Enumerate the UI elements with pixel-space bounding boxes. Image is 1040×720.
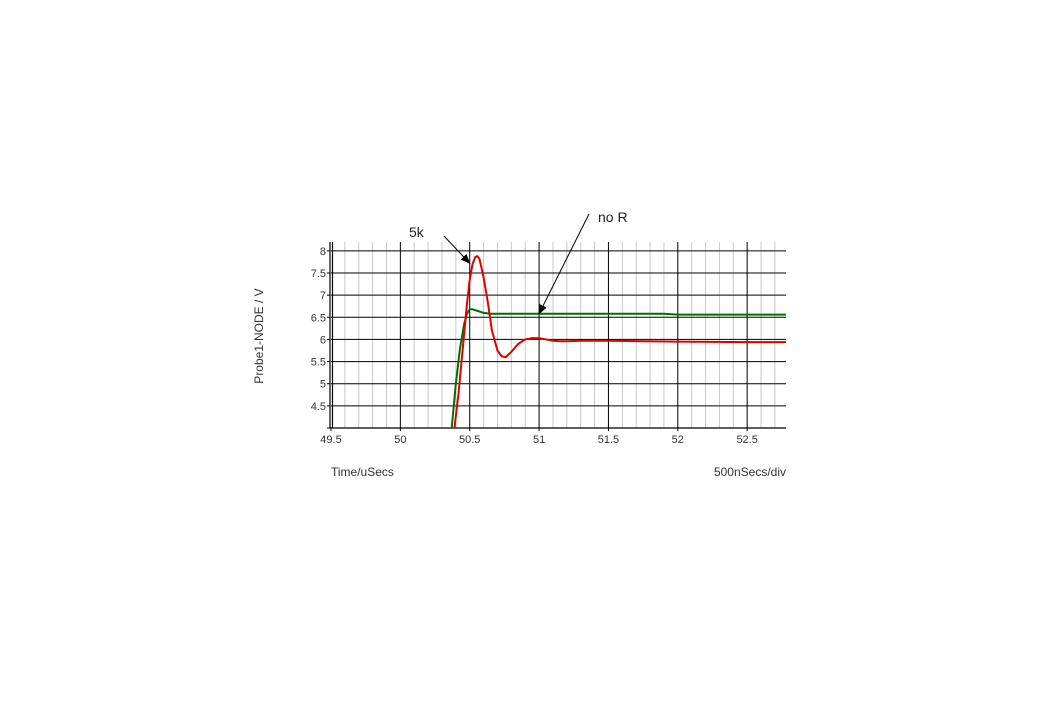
annotations: 5k no R [409,209,628,315]
x-tick-label: 51 [533,434,545,446]
y-tick-label: 5.5 [311,357,326,369]
grid [331,242,786,428]
y-tick-label: 4.5 [311,401,326,413]
x-tick-label: 49.5 [320,434,341,446]
annotation-label: no R [598,209,628,225]
x-tick-label: 51.5 [598,434,619,446]
series-line-no-r [450,308,786,429]
y-tick-label: 5 [320,379,326,391]
series-line-5k [453,255,786,429]
y-tick-label: 8 [320,246,326,258]
y-tick-label: 6.5 [311,312,326,324]
y-tick-label: 7.5 [311,268,326,280]
annotation-arrow [443,235,471,264]
x-tick-label: 52.5 [736,434,757,446]
y-tick-label: 6 [320,334,326,346]
x-tick-label: 52 [672,434,684,446]
axes [327,242,786,431]
x-tick-label: 50 [394,434,406,446]
x-tick-label: 50.5 [459,434,480,446]
annotation-arrow [538,213,590,315]
annotation-label: 5k [409,224,425,240]
y-axis-title: Probe1-NODE / V [252,288,266,383]
x-axis-title: Time/uSecs [331,465,394,479]
x-scale-label: 500nSecs/div [714,465,786,479]
y-tick-label: 7 [320,290,326,302]
tick-labels: 8 7.5 7 6.5 6 5.5 5 4.5 49.5 50 50.5 51 51.5 52 52.5 [311,246,758,446]
series [450,255,786,429]
